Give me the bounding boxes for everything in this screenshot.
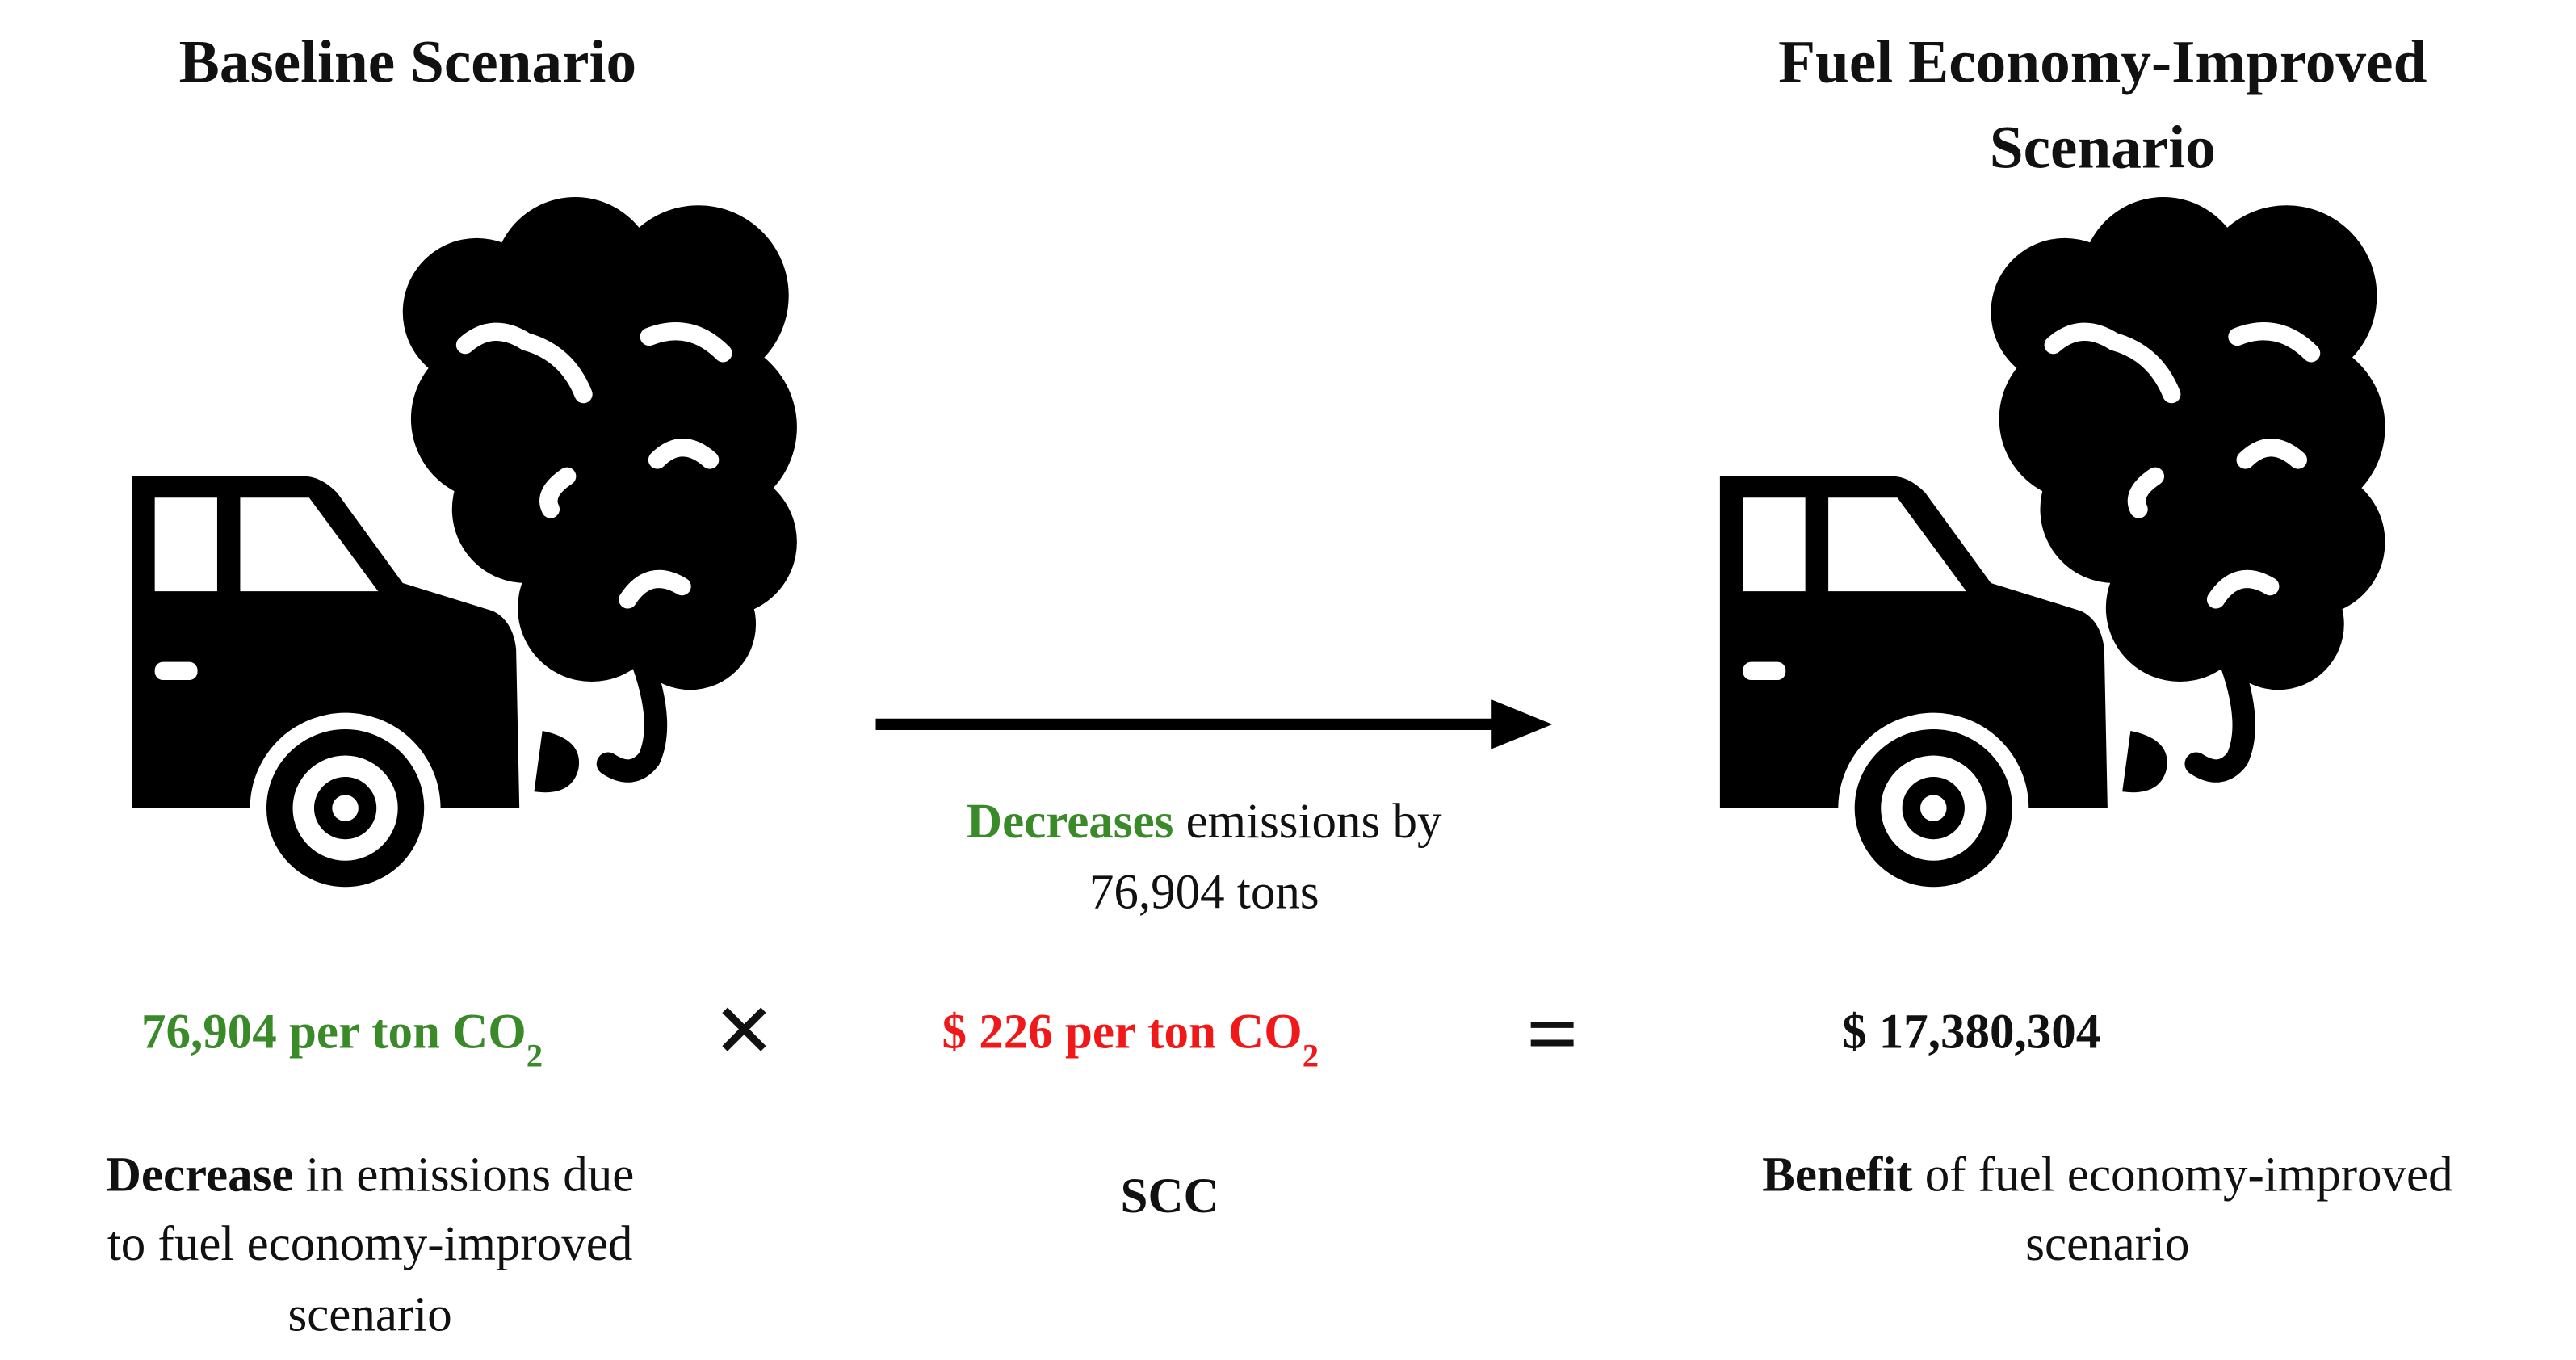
caption: Benefit of fuel economy-improved	[1762, 1148, 2452, 1203]
highlight: Decrease	[106, 1148, 294, 1203]
improved-title: Fuel Economy-Improved	[1778, 29, 2427, 96]
arrow	[875, 699, 1553, 749]
caption: SCC	[1121, 1169, 1219, 1224]
subscript: 2	[1303, 1037, 1319, 1073]
value: 76,904	[141, 1005, 277, 1060]
times-sign: ×	[715, 972, 774, 1088]
caption: scenario	[2025, 1217, 2189, 1271]
unit: per ton CO	[1065, 1005, 1303, 1060]
text: in emissions due	[306, 1148, 635, 1203]
text: emissions by	[1186, 795, 1442, 849]
equals-sign: =	[1526, 983, 1579, 1085]
highlight: Decreases	[967, 795, 1173, 849]
car-icon-improved	[1720, 197, 2385, 904]
arrow-label: Decreases emissions by	[967, 795, 1442, 849]
unit: per ton CO	[289, 1005, 527, 1060]
caption: Decrease in emissions due	[106, 1148, 634, 1203]
baseline-title: Baseline Scenario	[179, 29, 636, 96]
caption: scenario	[287, 1287, 451, 1341]
caption: to fuel economy-improved	[107, 1217, 632, 1271]
term2: $ 226 per ton CO2	[942, 1005, 1319, 1074]
improved-title: Scenario	[1990, 114, 2216, 181]
car-icon-baseline	[132, 197, 797, 904]
text: of fuel economy-improved	[1925, 1148, 2453, 1203]
result: $ 17,380,304	[1842, 1005, 2100, 1060]
highlight: Benefit	[1762, 1148, 1913, 1203]
arrow-label: 76,904 tons	[1089, 866, 1319, 920]
value: $ 226	[942, 1005, 1052, 1060]
subscript: 2	[527, 1037, 543, 1073]
term1: 76,904 per ton CO2	[141, 1005, 543, 1074]
